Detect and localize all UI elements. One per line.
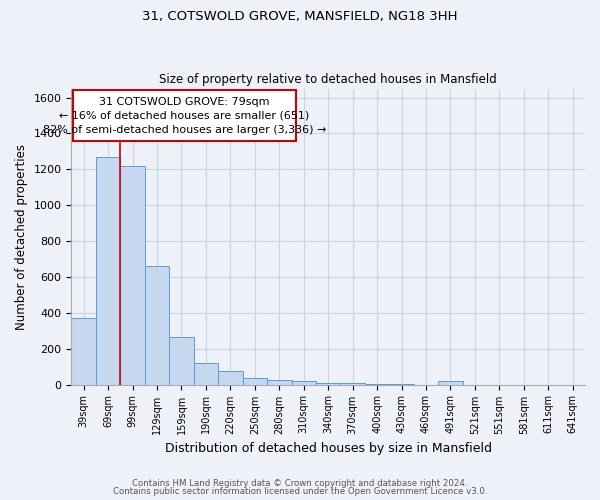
- FancyBboxPatch shape: [73, 90, 296, 142]
- Bar: [145, 266, 169, 384]
- Text: Contains public sector information licensed under the Open Government Licence v3: Contains public sector information licen…: [113, 487, 487, 496]
- Title: Size of property relative to detached houses in Mansfield: Size of property relative to detached ho…: [160, 73, 497, 86]
- Text: 31, COTSWOLD GROVE, MANSFIELD, NG18 3HH: 31, COTSWOLD GROVE, MANSFIELD, NG18 3HH: [142, 10, 458, 23]
- Text: Contains HM Land Registry data © Crown copyright and database right 2024.: Contains HM Land Registry data © Crown c…: [132, 478, 468, 488]
- Bar: [121, 166, 145, 384]
- Text: 31 COTSWOLD GROVE: 79sqm: 31 COTSWOLD GROVE: 79sqm: [99, 96, 270, 106]
- Bar: [71, 318, 96, 384]
- Bar: [194, 363, 218, 384]
- Bar: [169, 337, 194, 384]
- Bar: [267, 380, 292, 384]
- Bar: [438, 382, 463, 384]
- Y-axis label: Number of detached properties: Number of detached properties: [15, 144, 28, 330]
- Bar: [218, 371, 242, 384]
- Bar: [292, 382, 316, 384]
- X-axis label: Distribution of detached houses by size in Mansfield: Distribution of detached houses by size …: [165, 442, 492, 455]
- Bar: [242, 378, 267, 384]
- Bar: [316, 383, 340, 384]
- Bar: [96, 156, 121, 384]
- Text: ← 16% of detached houses are smaller (651): ← 16% of detached houses are smaller (65…: [59, 111, 310, 121]
- Text: 82% of semi-detached houses are larger (3,336) →: 82% of semi-detached houses are larger (…: [43, 125, 326, 135]
